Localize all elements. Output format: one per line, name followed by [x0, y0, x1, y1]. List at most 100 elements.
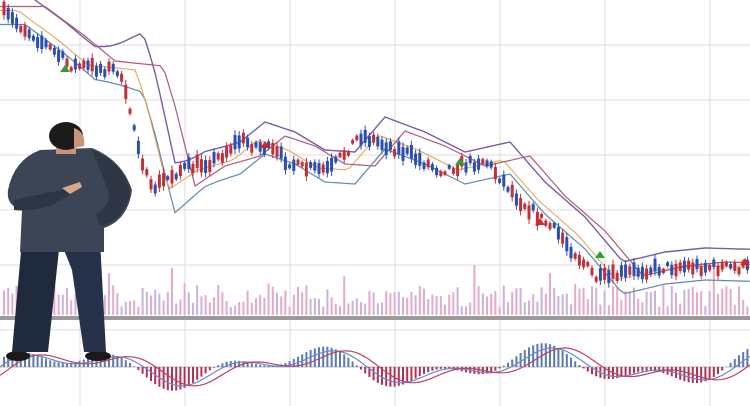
macd-bar: [389, 367, 392, 387]
macd-bar: [528, 347, 530, 367]
volume-bar: [179, 299, 182, 315]
candle-body: [561, 232, 565, 244]
macd-bar: [129, 363, 131, 367]
macd-bar: [318, 347, 320, 367]
volume-bar: [708, 291, 711, 315]
volume-bar: [204, 295, 207, 315]
macd-bar: [255, 364, 257, 367]
candle-body: [594, 276, 598, 282]
macd-bar: [738, 355, 740, 367]
volume-bar: [633, 287, 635, 315]
macd-bar: [217, 365, 220, 367]
macd-bar: [3, 356, 5, 367]
macd-bar: [61, 362, 64, 367]
macd-bar: [423, 367, 425, 375]
volume-bar: [288, 306, 291, 315]
candle-body: [724, 261, 728, 266]
candle-body: [65, 58, 69, 67]
macd-bar: [439, 367, 442, 369]
volume-bar: [658, 306, 661, 315]
candle-body: [628, 266, 632, 275]
volume-bar: [435, 296, 438, 315]
candle-body: [678, 262, 682, 271]
candle-body: [334, 156, 338, 163]
candle-body: [523, 203, 527, 210]
macd-bar: [414, 367, 417, 379]
volume-bar: [507, 302, 509, 315]
candle-body: [149, 179, 153, 190]
candle-body: [729, 263, 733, 269]
macd-bar: [162, 367, 165, 389]
candle-body: [57, 50, 61, 62]
macd-bar: [288, 361, 291, 367]
macd-bar: [565, 354, 568, 367]
macd-bar: [246, 362, 249, 367]
volume-bar: [301, 292, 304, 315]
macd-bar: [435, 367, 438, 370]
macd-bar: [444, 367, 446, 369]
candle-body: [52, 47, 56, 55]
volume-bar: [725, 286, 728, 315]
volume-bar: [444, 304, 446, 315]
volume-bar: [57, 294, 60, 315]
volume-bar: [649, 292, 652, 315]
macd-bar: [166, 367, 169, 391]
macd-bar: [607, 367, 610, 380]
candle-body: [267, 141, 271, 149]
signal-marker: [535, 218, 545, 225]
candle-body: [363, 129, 367, 143]
volume-bar: [297, 286, 299, 315]
macd-bar: [200, 367, 203, 377]
macd-bar: [267, 365, 270, 367]
candle-body: [519, 198, 523, 212]
volume-bar: [557, 295, 560, 315]
volume-bar: [133, 300, 136, 315]
macd-bar: [334, 349, 337, 367]
candle-body: [451, 168, 455, 174]
hand: [62, 182, 82, 194]
candle-body: [157, 174, 161, 188]
volume-bar: [225, 300, 228, 315]
volume-bar: [192, 302, 194, 315]
candle-body: [514, 193, 518, 206]
macd-bar: [158, 367, 161, 387]
candle-body: [447, 165, 451, 169]
volume-bar: [213, 297, 215, 315]
macd-bar: [507, 362, 509, 367]
candle-body: [153, 184, 157, 194]
candle-body: [330, 157, 334, 172]
candle-body: [674, 263, 678, 277]
macd-bar: [641, 367, 644, 372]
volume-bar: [347, 303, 350, 315]
volume-bar: [208, 302, 211, 315]
candle-body: [78, 63, 82, 69]
volume-bar: [675, 292, 677, 315]
volume-bar: [112, 285, 115, 315]
volume-bar: [66, 288, 68, 315]
macd-bar: [729, 362, 732, 367]
candle-body: [174, 173, 178, 180]
candle-body: [204, 160, 208, 173]
candle-body: [598, 268, 602, 281]
candle-body: [661, 268, 665, 273]
volume-bar: [465, 306, 467, 315]
candle-body: [615, 272, 619, 281]
candle-body: [535, 211, 539, 226]
macd-bar: [578, 364, 581, 367]
candle-body: [388, 141, 392, 151]
volume-bar: [532, 293, 535, 315]
macd-bar: [179, 367, 182, 390]
macd-bar: [124, 360, 127, 367]
volume-bar: [406, 298, 409, 315]
macd-bar: [393, 367, 396, 387]
volume-bar: [595, 288, 598, 315]
macd-bar: [238, 360, 241, 367]
volume-bar: [393, 292, 396, 315]
candle-body: [540, 213, 544, 218]
volume-bar: [183, 283, 186, 315]
candle-body: [141, 158, 145, 171]
candle-body: [435, 167, 439, 176]
candle-body: [418, 152, 422, 166]
volume-bar: [549, 273, 551, 315]
